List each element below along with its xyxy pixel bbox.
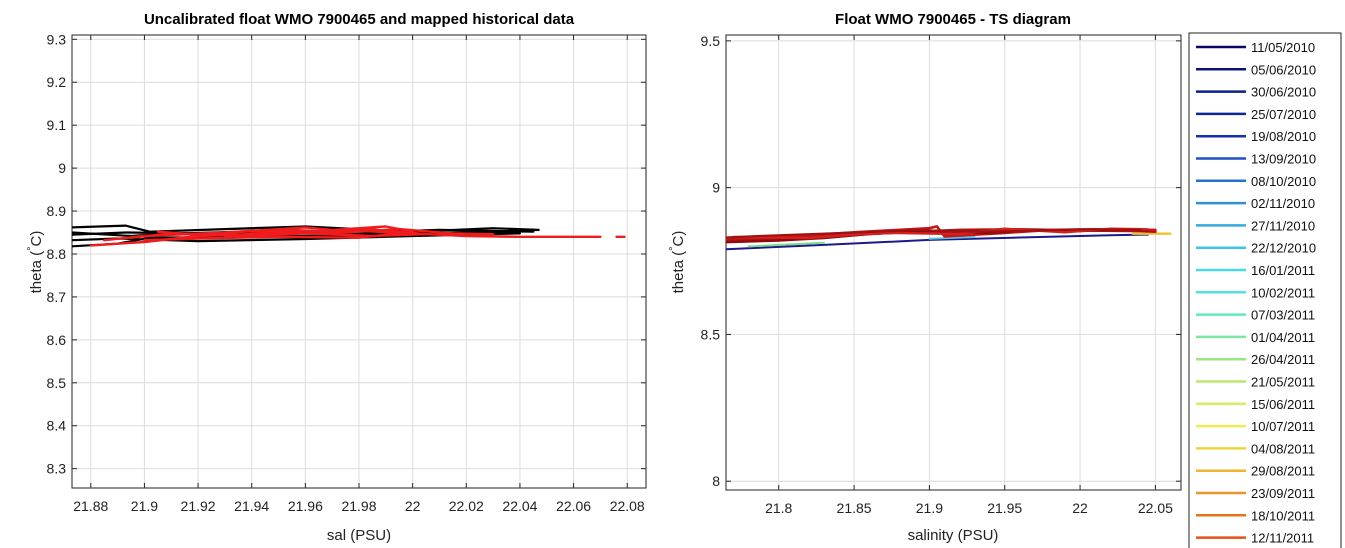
- legend-entry-label: 07/03/2011: [1251, 308, 1315, 323]
- legend-entry-label: 11/05/2010: [1251, 40, 1315, 55]
- left-y-tick-label: 9.3: [47, 31, 67, 47]
- left-chart-title: Uncalibrated float WMO 7900465 and mappe…: [144, 11, 575, 28]
- legend-entry-label: 29/08/2011: [1251, 464, 1315, 479]
- right-ticks: 21.8 21.85 21.9 21.95 22 22.05 8 8.5 9 9.5: [701, 33, 1181, 516]
- legend-entry-label: 13/09/2010: [1251, 152, 1316, 167]
- left-y-tick-label: 9.2: [47, 74, 67, 90]
- right-series-line: [726, 233, 1149, 251]
- left-y-tick-label: 8.3: [47, 461, 67, 477]
- left-y-tick-label: 8.9: [47, 203, 67, 219]
- left-y-tick-label: 9: [58, 160, 66, 176]
- left-series-line: [156, 228, 428, 239]
- legend-entry-label: 30/06/2010: [1251, 85, 1316, 100]
- right-x-tick-label: 21.85: [837, 500, 872, 516]
- left-x-tick-label: 21.88: [73, 498, 108, 514]
- left-x-tick-label: 21.92: [181, 498, 216, 514]
- right-x-tick-label: 21.9: [916, 500, 943, 516]
- right-x-axis-label: salinity (PSU): [908, 527, 999, 544]
- legend-entry-label: 05/06/2010: [1251, 62, 1316, 77]
- right-x-tick-label: 21.95: [987, 500, 1022, 516]
- legend-entry-label: 04/08/2011: [1251, 441, 1315, 456]
- left-x-tick-label: 22.08: [610, 498, 645, 514]
- right-x-tick-label: 22: [1072, 500, 1088, 516]
- left-y-tick-label: 8.5: [47, 375, 67, 391]
- right-series-line: [928, 236, 976, 240]
- right-plot-area: [725, 34, 1182, 491]
- legend-entry-label: 16/01/2011: [1251, 263, 1315, 278]
- left-series-line: [72, 231, 522, 248]
- legend-entry-label: 27/11/2010: [1251, 218, 1315, 233]
- right-grid: [726, 35, 1181, 490]
- left-y-tick-label: 8.8: [47, 246, 67, 262]
- left-x-tick-label: 21.98: [341, 498, 376, 514]
- left-grid: [72, 35, 646, 488]
- right-chart-title: Float WMO 7900465 - TS diagram: [835, 11, 1071, 28]
- left-x-tick-label: 22: [405, 498, 421, 514]
- right-y-tick-label: 8: [712, 473, 720, 489]
- right-y-axis-label: theta (°C): [668, 231, 687, 294]
- right-series-line: [726, 228, 1142, 239]
- left-x-tick-label: 22.04: [502, 498, 537, 514]
- legend-entry-label: 22/12/2010: [1251, 241, 1316, 256]
- legend-entry-label: 26/04/2011: [1251, 352, 1315, 367]
- left-chart: 21.88 21.9 21.92 21.94 21.96 21.98 22 22.02 22.0…: [26, 11, 647, 544]
- left-x-tick-label: 22.06: [556, 498, 591, 514]
- left-y-tick-label: 9.1: [47, 117, 67, 133]
- right-y-tick-label: 8.5: [701, 326, 721, 342]
- left-x-tick-label: 21.9: [131, 498, 158, 514]
- legend-entry-label: 19/08/2010: [1251, 129, 1316, 144]
- legend-entry-label: 15/06/2011: [1251, 397, 1315, 412]
- right-x-tick-label: 22.05: [1138, 500, 1173, 516]
- right-x-tick-label: 21.8: [765, 500, 792, 516]
- left-series: [72, 224, 626, 248]
- legend-entry-label: 01/04/2011: [1251, 330, 1315, 345]
- right-y-tick-label: 9: [712, 180, 720, 196]
- left-y-tick-label: 8.4: [47, 418, 67, 434]
- legend-entry-label: 18/10/2011: [1251, 508, 1315, 523]
- left-x-tick-label: 22.02: [449, 498, 484, 514]
- left-y-axis-label: theta (°C): [26, 231, 45, 294]
- legend-entry-label: 08/10/2010: [1251, 174, 1316, 189]
- legend-entry-label: 12/11/2011: [1251, 531, 1314, 546]
- left-ticks: 21.88 21.9 21.92 21.94 21.96 21.98 22 22.02 22.0…: [47, 31, 646, 514]
- left-x-axis-label: sal (PSU): [327, 527, 391, 544]
- legend-entry-label: 10/02/2011: [1251, 285, 1315, 300]
- legend-entry-label: 02/11/2010: [1251, 196, 1315, 211]
- right-chart: 21.8 21.85 21.9 21.95 22 22.05 8 8.5 9 9.5 Float …: [668, 11, 1182, 544]
- legend-entry-label: 25/07/2010: [1251, 107, 1316, 122]
- legend-entry-label: 21/05/2011: [1251, 375, 1315, 390]
- legend-entry-label: 23/09/2011: [1251, 486, 1315, 501]
- left-y-tick-label: 8.7: [47, 289, 67, 305]
- left-y-tick-label: 8.6: [47, 332, 67, 348]
- left-x-tick-label: 21.94: [234, 498, 269, 514]
- legend-entry-label: 10/07/2011: [1251, 419, 1315, 434]
- left-x-tick-label: 21.96: [288, 498, 323, 514]
- right-series: [726, 225, 1172, 251]
- legend: 11/05/2010 05/06/2010 30/06/2010 25/07/2010…: [1188, 32, 1342, 548]
- legend-box: [1188, 32, 1342, 548]
- right-series-line: [747, 241, 825, 248]
- right-y-tick-label: 9.5: [701, 33, 721, 49]
- legend-items: 11/05/2010 05/06/2010 30/06/2010 25/07/2010…: [1196, 40, 1316, 546]
